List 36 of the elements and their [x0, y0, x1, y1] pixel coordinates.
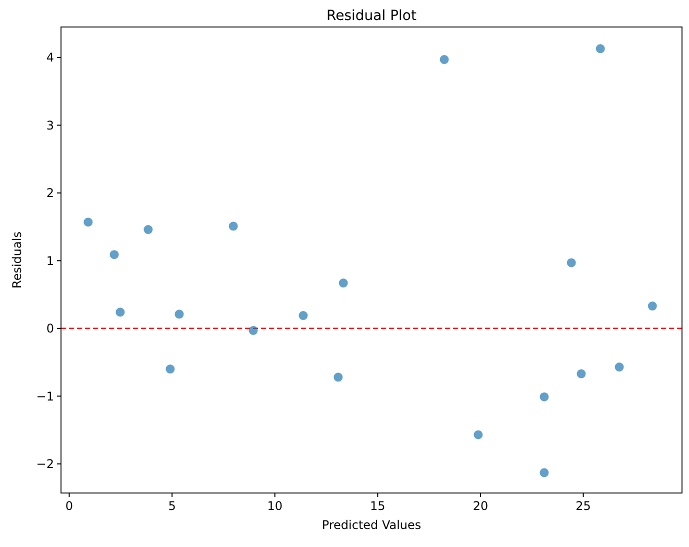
y-tick-label: −2 — [36, 457, 54, 472]
point — [228, 222, 238, 231]
point — [440, 55, 449, 64]
point — [648, 302, 657, 311]
point — [540, 392, 549, 402]
x-tick-label: 20 — [472, 499, 488, 513]
point — [576, 369, 586, 378]
point — [84, 218, 93, 227]
y-axis-title: Residuals — [10, 232, 24, 288]
y-tick-label: 4 — [46, 50, 54, 65]
y-tick-label: 2 — [46, 186, 54, 200]
point — [110, 250, 119, 260]
point — [166, 364, 175, 374]
point — [474, 430, 483, 440]
point — [338, 278, 348, 288]
x-tick-label: 5 — [168, 499, 176, 513]
point — [614, 362, 624, 372]
point — [334, 372, 343, 382]
chart-title: Residual Plot — [326, 8, 417, 24]
y-tick-label: −1 — [36, 389, 54, 404]
point — [116, 308, 125, 317]
point — [298, 311, 308, 320]
x-tick-label: 15 — [370, 499, 386, 513]
x-axis-title: Predicted Values — [322, 518, 422, 532]
y-tick-label: 0 — [46, 322, 54, 336]
y-tick-label: 1 — [46, 254, 54, 268]
x-tick-label: 25 — [576, 499, 591, 513]
x-tick-label: 10 — [267, 499, 282, 513]
point — [540, 468, 549, 478]
x-tick-label: 0 — [65, 499, 74, 513]
point — [174, 310, 184, 319]
point — [248, 326, 258, 335]
y-tick-label: 3 — [46, 118, 54, 132]
point — [596, 44, 605, 54]
point — [144, 225, 153, 234]
point — [566, 258, 576, 268]
